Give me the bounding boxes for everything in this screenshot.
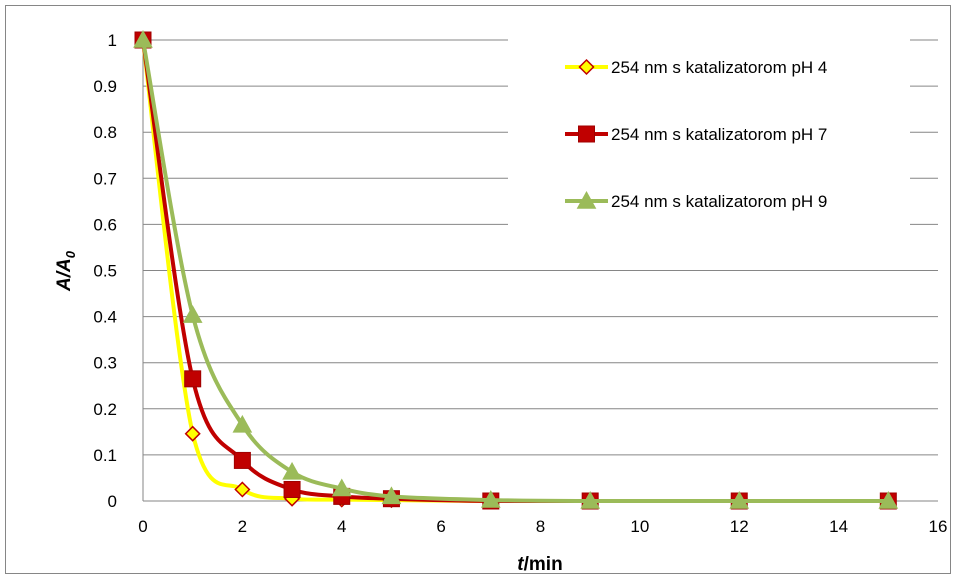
legend-marker: [576, 190, 597, 209]
data-point: [282, 461, 302, 480]
data-point: [184, 425, 201, 442]
data-point: [729, 490, 750, 509]
y-tick-label: 0.1: [93, 446, 117, 465]
x-tick-label: 0: [138, 517, 147, 536]
legend-marker: [578, 125, 595, 143]
series-3: [133, 29, 899, 509]
legend: 254 nm s katalizatorom pH 4 254 nm s kata…: [565, 58, 827, 211]
y-axis-title-sub: 0: [63, 250, 78, 258]
series: [133, 29, 899, 510]
x-axis-title: t/min: [517, 554, 562, 575]
x-tick-label: 4: [337, 517, 346, 536]
x-tick-label: 8: [536, 517, 545, 536]
y-tick-label: 0.9: [93, 77, 117, 96]
legend-entry-3: 254 nm s katalizatorom pH 9: [565, 190, 827, 211]
data-point: [182, 305, 203, 323]
data-point: [381, 486, 402, 505]
y-axis-title-main: A/A: [54, 258, 75, 292]
data-point: [184, 370, 202, 388]
y-tick-label: 0.4: [93, 308, 117, 327]
x-tick-labels: 0 2 4 6 8 10 12 14 16: [138, 517, 947, 536]
x-axis-title-unit: /min: [524, 554, 563, 575]
data-point: [480, 490, 501, 508]
data-point: [878, 490, 899, 509]
x-tick-label: 2: [238, 517, 247, 536]
legend-entry-2: 254 nm s katalizatorom pH 7: [565, 125, 827, 144]
x-tick-label: 10: [630, 517, 649, 536]
data-point: [283, 480, 301, 498]
data-point: [580, 490, 601, 509]
data-point: [133, 29, 153, 48]
x-tick-label: 16: [929, 517, 948, 536]
y-tick-label: 0.7: [93, 169, 117, 188]
legend-marker: [578, 58, 595, 76]
data-point: [234, 481, 251, 498]
legend-background: [508, 18, 910, 234]
x-tick-label: 12: [730, 517, 749, 536]
y-tick-label: 0.6: [93, 215, 117, 234]
x-tick-label: 14: [829, 517, 848, 536]
y-tick-label: 0.5: [93, 262, 117, 281]
y-tick-label: 0: [108, 492, 117, 511]
data-point: [233, 451, 251, 469]
legend-label: 254 nm s katalizatorom pH 9: [611, 192, 827, 211]
data-point: [232, 414, 253, 433]
y-tick-labels: 0 0.1 0.2 0.3 0.4 0.5 0.6 0.7 0.8 0.9 1: [93, 31, 117, 511]
y-tick-label: 0.2: [93, 400, 117, 419]
y-tick-label: 0.3: [93, 354, 117, 373]
data-point: [331, 478, 352, 497]
x-axis-title-main: t: [517, 554, 524, 575]
y-tick-label: 1: [108, 31, 117, 50]
legend-label: 254 nm s katalizatorom pH 7: [611, 125, 827, 144]
legend-entry-1: 254 nm s katalizatorom pH 4: [565, 58, 827, 77]
legend-label: 254 nm s katalizatorom pH 4: [611, 58, 827, 77]
y-tick-label: 0.8: [93, 123, 117, 142]
y-axis-title: A/A0: [54, 250, 78, 292]
x-tick-label: 6: [436, 517, 445, 536]
